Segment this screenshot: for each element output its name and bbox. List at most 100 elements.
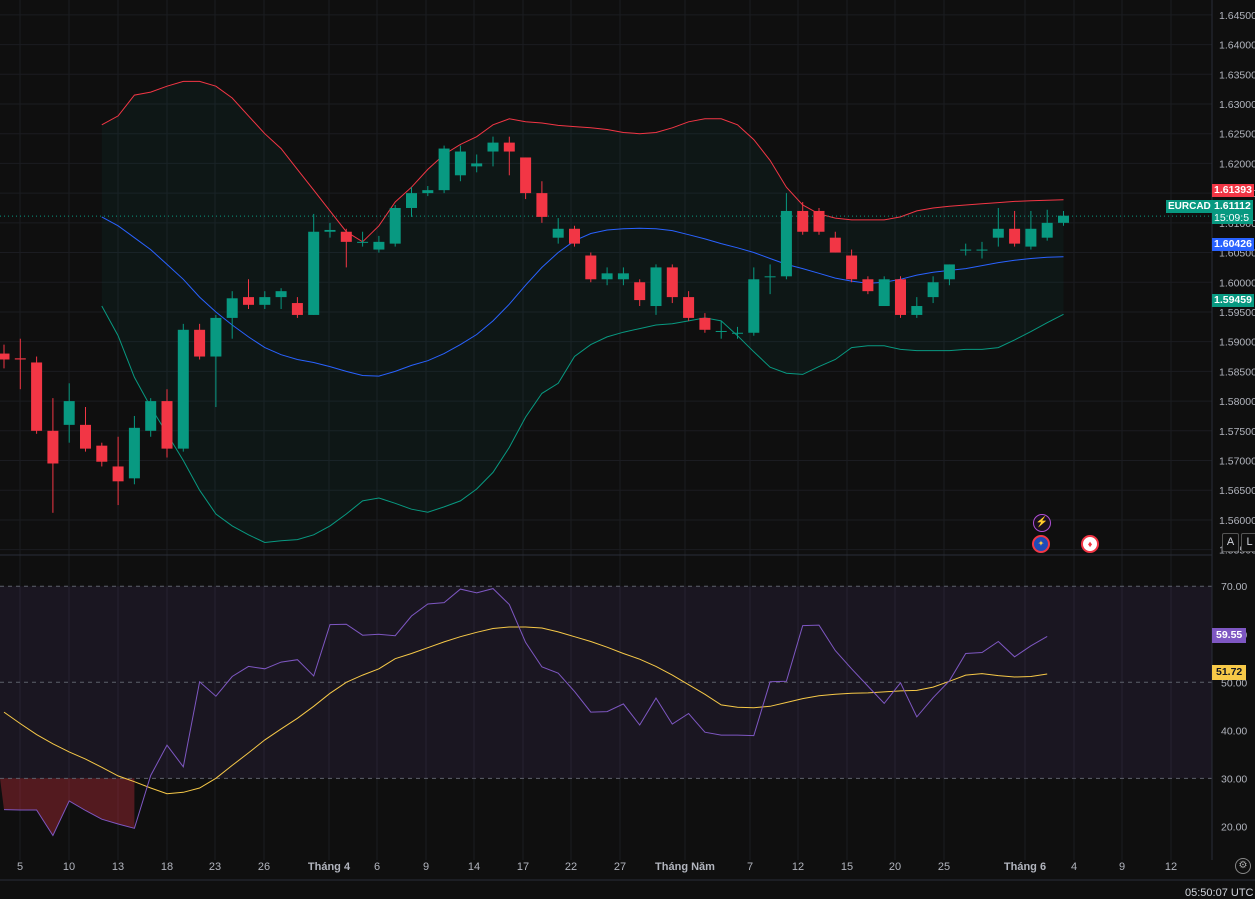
candle-body [1041, 222, 1053, 238]
candle-body [389, 207, 401, 244]
price-axis[interactable]: 1.64500 1.64000 1.63500 1.63000 1.62500 1.620… [1219, 10, 1255, 557]
time-tick-label: Tháng 6 [1004, 861, 1046, 873]
candle-body [340, 231, 352, 242]
candle [422, 185, 434, 197]
candle [552, 218, 564, 244]
lightning-icon[interactable]: ⚡ [1033, 514, 1051, 532]
candle [829, 231, 841, 253]
candle [650, 264, 662, 315]
price-tick-label: 1.57000 [1219, 456, 1255, 468]
candle-body [650, 267, 662, 307]
candle [31, 356, 43, 434]
candle-body [47, 430, 59, 464]
candle-body [226, 298, 238, 318]
candle-body [96, 445, 108, 462]
candle-body [63, 401, 75, 425]
price-tick-label: 1.59000 [1219, 337, 1255, 349]
price-tick-label: 1.60000 [1219, 277, 1255, 289]
bollinger-upper-line [101, 80, 1064, 243]
candle [748, 267, 760, 336]
candle [666, 264, 678, 304]
time-tick-label: 12 [792, 861, 804, 873]
candle [406, 187, 417, 217]
bollinger-lower-line [101, 305, 1064, 544]
auto-scale-button[interactable]: A [1222, 533, 1239, 552]
candle-body [308, 231, 320, 315]
candle-body [911, 306, 923, 315]
candle [520, 157, 532, 200]
time-tick-label: 10 [63, 861, 75, 873]
candle-body [259, 297, 271, 305]
candle [0, 344, 10, 369]
time-tick-label: 17 [517, 861, 529, 873]
price-tick-label: 1.58500 [1219, 366, 1255, 378]
time-tick-label: 5 [17, 861, 23, 873]
candle [943, 264, 955, 286]
candle [585, 252, 597, 283]
candle [764, 264, 776, 295]
candle-body [813, 210, 825, 232]
candle [1058, 210, 1069, 226]
candle [862, 276, 874, 295]
candle [699, 313, 711, 333]
candle-body [0, 353, 10, 360]
candle [634, 279, 646, 307]
candle-body [683, 297, 695, 318]
candle [780, 193, 792, 280]
time-tick-label: 4 [1071, 861, 1077, 873]
candle-body [666, 267, 678, 298]
candle-body [406, 193, 417, 208]
candle [878, 276, 890, 307]
time-tick-label: 23 [209, 861, 221, 873]
bar-countdown: 15:09:5 [1214, 212, 1250, 224]
candle-body [1025, 228, 1037, 247]
candle-body [194, 329, 206, 357]
candle [732, 326, 743, 339]
price-tick-label: 1.63000 [1219, 99, 1255, 111]
symbol-badge[interactable]: EURCAD [1166, 200, 1213, 213]
candle-body [161, 401, 173, 449]
time-tick-label: 7 [747, 861, 753, 873]
rsi-line [3, 588, 1048, 837]
candle [487, 136, 499, 167]
bollinger-band-fill [101, 81, 1064, 543]
candle [210, 314, 222, 408]
time-tick-label: 22 [565, 861, 577, 873]
price-tick-label: 1.56500 [1219, 485, 1255, 497]
candle-body [210, 317, 222, 357]
time-tick-label: 26 [258, 861, 270, 873]
candle-body [128, 427, 140, 479]
time-tick-label: 25 [938, 861, 950, 873]
time-tick-label: 27 [614, 861, 626, 873]
candle [895, 276, 906, 318]
candle-body [748, 279, 760, 333]
time-axis[interactable]: 5 10 13 18 23 26 Tháng 4 6 9 14 17 22 27 Tháng Năm 7 12… [17, 861, 1177, 873]
candle [1009, 210, 1021, 247]
candle-body [536, 193, 548, 217]
candle [340, 228, 352, 268]
candle [617, 267, 629, 286]
eu-flag-icon[interactable]: ✦ [1032, 535, 1050, 553]
candle [503, 136, 515, 176]
log-scale-button[interactable]: L [1241, 533, 1255, 552]
candle [569, 225, 580, 247]
utc-clock[interactable]: 05:50:07 UTC [1185, 887, 1254, 899]
candle-body [764, 276, 776, 278]
bb-upper-price-badge: 1.61393 [1212, 184, 1254, 197]
candle [927, 276, 939, 304]
candle [797, 202, 809, 235]
rsi-band-fill [0, 586, 1212, 779]
candle-body [552, 228, 564, 238]
candle [373, 235, 385, 253]
candle-body [291, 303, 303, 315]
gear-icon[interactable]: ⚙ [1235, 858, 1251, 874]
candle [601, 267, 613, 286]
candle [96, 442, 108, 467]
candle [177, 323, 189, 452]
candle [683, 291, 695, 321]
canada-flag-icon[interactable]: ♦ [1081, 535, 1099, 553]
candle [308, 213, 320, 315]
rsi-ma-value-badge: 51.72 [1212, 665, 1247, 680]
candle-body [373, 241, 385, 250]
